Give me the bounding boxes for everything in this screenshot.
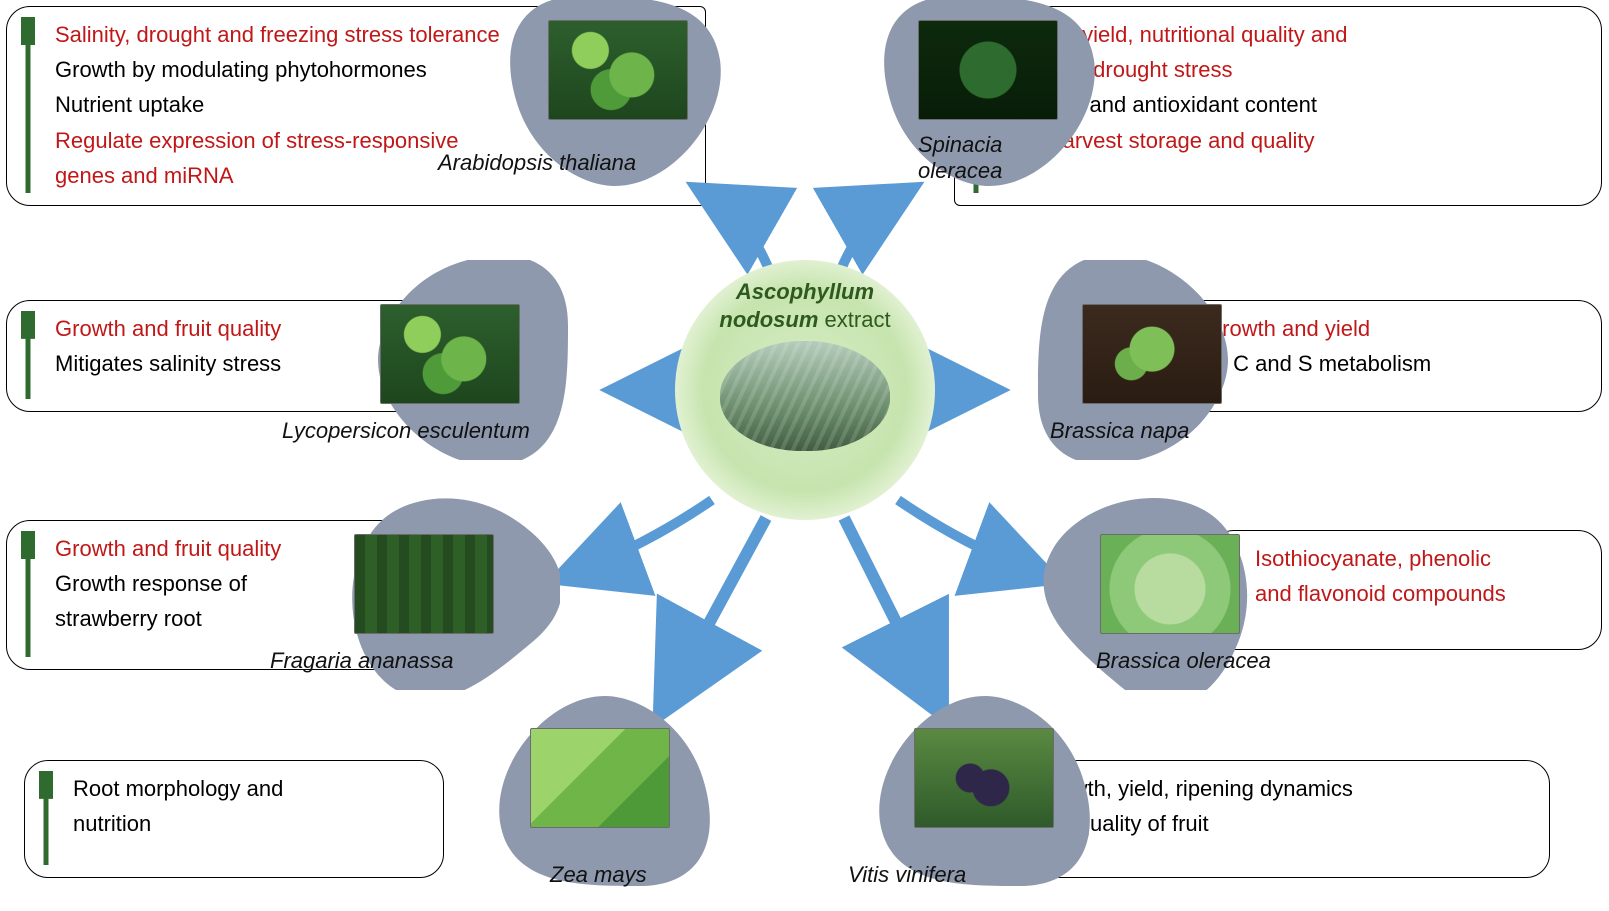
plant-thumbnail <box>1082 304 1222 404</box>
text-line: and flavonoid compounds <box>1255 576 1583 611</box>
node-zea: Zea mays <box>490 690 720 890</box>
plant-thumbnail <box>530 728 670 828</box>
species-label: Vitis vinifera <box>848 862 966 888</box>
species-label: Zea mays <box>550 862 647 888</box>
text-line: Root morphology and <box>73 771 425 806</box>
plant-thumbnail <box>380 304 520 404</box>
node-brassica-napa: Brassica napa <box>994 260 1274 460</box>
species-label: Fragaria ananassa <box>270 648 453 674</box>
center-circle: Ascophyllum nodosum extract <box>675 260 935 520</box>
node-fragaria: Fragaria ananassa <box>330 490 560 690</box>
plant-thumbnail <box>354 534 494 634</box>
species-label: Lycopersicon esculentum <box>282 418 530 444</box>
node-lycopersicon: Lycopersicon esculentum <box>332 260 612 460</box>
species-label: Brassica oleracea <box>1096 648 1271 674</box>
plant-thumbnail <box>1100 534 1240 634</box>
species-label: Spinaciaoleracea <box>918 132 1002 184</box>
node-vitis: Vitis vinifera <box>870 690 1100 890</box>
node-arabidopsis: Arabidopsis thaliana <box>500 0 730 192</box>
text-line: Growth, yield, ripening dynamics <box>1035 771 1531 806</box>
center-title: Ascophyllum nodosum extract <box>719 278 890 333</box>
up-arrow-icon <box>21 311 35 401</box>
up-arrow-icon <box>39 771 53 867</box>
plant-thumbnail <box>918 20 1058 120</box>
text-line: and quality of fruit <box>1035 806 1531 841</box>
plant-thumbnail <box>548 20 688 120</box>
plant-thumbnail <box>914 728 1054 828</box>
text-line: nutrition <box>73 806 425 841</box>
up-arrow-icon <box>21 17 35 195</box>
node-brassica-oleracea: Brassica oleracea <box>1040 490 1270 690</box>
up-arrow-icon <box>21 531 35 659</box>
seaweed-thumbnail <box>720 341 890 451</box>
text-line: Isothiocyanate, phenolic <box>1255 541 1583 576</box>
box-zea: Root morphology and nutrition <box>24 760 444 878</box>
diagram-stage: Salinity, drought and freezing stress to… <box>0 0 1609 906</box>
species-label: Brassica napa <box>1050 418 1189 444</box>
species-label: Arabidopsis thaliana <box>438 150 636 176</box>
node-spinacia: Spinaciaoleracea <box>874 0 1104 192</box>
